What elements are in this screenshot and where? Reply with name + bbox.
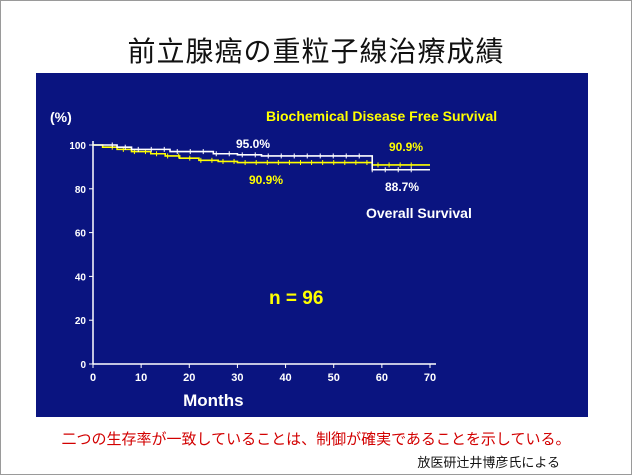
x-tick-label: 40 — [279, 372, 291, 384]
x-axis-title: Months — [183, 391, 243, 410]
x-tick-label: 30 — [231, 372, 243, 384]
annotation-909-right: 90.9% — [389, 140, 423, 154]
caption-text: 二つの生存率が一致していることは、制御が確実であることを示している。 — [61, 430, 571, 448]
x-tick-label: 60 — [376, 372, 388, 384]
x-tick-label: 20 — [183, 372, 195, 384]
y-tick-label: 80 — [75, 185, 87, 196]
annotation-909-mid: 90.9% — [249, 173, 283, 187]
series-label-bdfs: Biochemical Disease Free Survival — [266, 108, 497, 124]
y-tick-label: 0 — [80, 360, 86, 371]
series-group — [93, 142, 430, 173]
series-line-1 — [93, 144, 430, 171]
labels-group: Biochemical Disease Free Survival Overall… — [236, 108, 497, 309]
slide-title: 前立腺癌の重粒子線治療成績 — [127, 35, 505, 68]
annotation-887: 88.7% — [385, 180, 419, 194]
y-tick-label: 60 — [75, 229, 87, 240]
credit-text: 放医研辻井博彦氏による — [417, 456, 560, 471]
y-tick-label: 100 — [69, 141, 86, 152]
series-label-os: Overall Survival — [366, 205, 472, 221]
annotation-95: 95.0% — [236, 137, 270, 151]
annotation-n: n = 96 — [269, 288, 323, 309]
x-tick-label: 10 — [135, 372, 147, 384]
axes-group: 0 20 40 60 80 100 0 10 20 30 40 50 60 70 (%) Months — [50, 109, 436, 410]
survival-chart: 0 20 40 60 80 100 0 10 20 30 40 50 60 70 (%) Months Bio… — [50, 108, 497, 410]
y-unit-label: (%) — [50, 109, 72, 125]
x-tick-label: 0 — [90, 372, 96, 384]
chart-panel: 0 20 40 60 80 100 0 10 20 30 40 50 60 70 (%) Months Bio… — [36, 73, 588, 417]
y-tick-label: 20 — [75, 316, 87, 327]
x-tick-label: 70 — [424, 372, 436, 384]
series-line-0 — [93, 144, 430, 166]
y-tick-label: 40 — [75, 272, 87, 283]
x-tick-label: 50 — [328, 372, 340, 384]
